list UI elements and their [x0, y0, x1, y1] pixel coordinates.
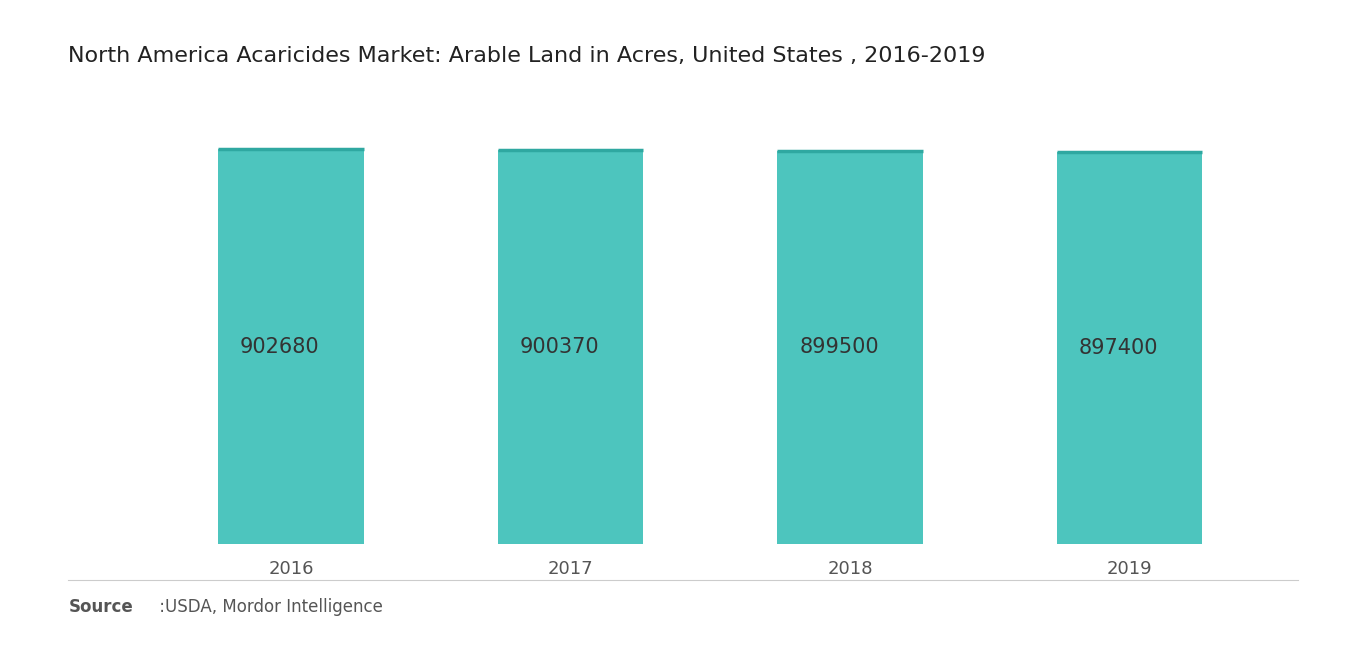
Text: North America Acaricides Market: Arable Land in Acres, United States , 2016-2019: North America Acaricides Market: Arable … [68, 46, 986, 66]
Text: 899500: 899500 [799, 337, 878, 357]
Bar [219, 149, 363, 544]
Bar [497, 151, 643, 544]
Text: :USDA, Mordor Intelligence: :USDA, Mordor Intelligence [154, 599, 384, 616]
Bar [1057, 152, 1202, 544]
Text: Source: Source [68, 599, 133, 616]
Bar [777, 151, 923, 544]
Text: 902680: 902680 [240, 337, 320, 356]
Text: 900370: 900370 [519, 337, 600, 357]
Text: 897400: 897400 [1079, 338, 1158, 358]
